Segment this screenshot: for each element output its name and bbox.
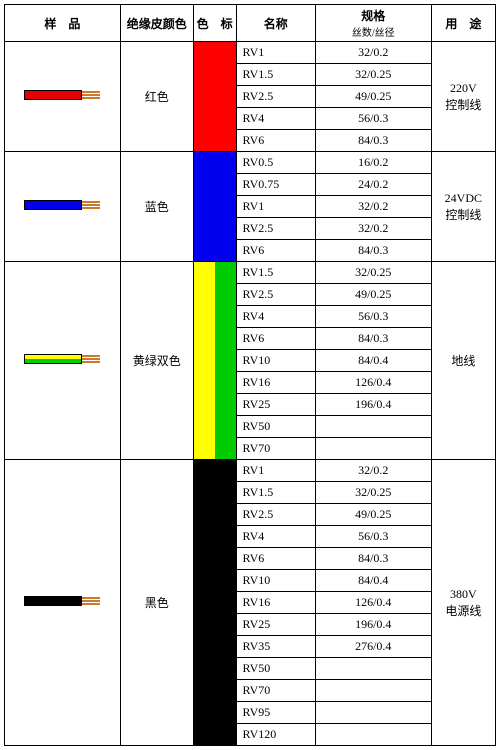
sample-cell [5, 262, 121, 460]
table-row: 黄绿双色RV1.532/0.25地线 [5, 262, 496, 284]
wire-spec: 84/0.3 [315, 548, 431, 570]
wire-spec [315, 680, 431, 702]
wire-spec [315, 658, 431, 680]
wire-name: RV2.5 [236, 284, 315, 306]
wire-spec: 49/0.25 [315, 504, 431, 526]
header-ins-color: 绝缘皮颜色 [120, 5, 193, 42]
wire-name: RV1.5 [236, 64, 315, 86]
wire-spec: 84/0.3 [315, 328, 431, 350]
sample-cell [5, 42, 121, 152]
header-sample: 样 品 [5, 5, 121, 42]
wire-spec: 32/0.2 [315, 460, 431, 482]
wire-spec: 84/0.4 [315, 350, 431, 372]
color-swatch [193, 460, 236, 746]
wire-spec [315, 724, 431, 746]
wire-name: RV6 [236, 130, 315, 152]
wire-name: RV70 [236, 438, 315, 460]
wire-spec [315, 438, 431, 460]
wire-name: RV2.5 [236, 504, 315, 526]
wire-name: RV4 [236, 526, 315, 548]
color-swatch [193, 262, 236, 460]
wire-spec: 276/0.4 [315, 636, 431, 658]
wire-spec: 56/0.3 [315, 306, 431, 328]
wire-name: RV6 [236, 240, 315, 262]
wire-name: RV4 [236, 108, 315, 130]
sample-cell [5, 460, 121, 746]
table-row: 黑色RV132/0.2380V电源线 [5, 460, 496, 482]
wire-name: RV1 [236, 196, 315, 218]
wire-spec: 56/0.3 [315, 108, 431, 130]
use-cell: 地线 [431, 262, 495, 460]
ins-color-name: 红色 [120, 42, 193, 152]
wire-name: RV2.5 [236, 86, 315, 108]
wire-spec: 49/0.25 [315, 86, 431, 108]
wire-spec: 32/0.25 [315, 262, 431, 284]
wire-name: RV120 [236, 724, 315, 746]
wire-spec: 84/0.3 [315, 240, 431, 262]
wire-spec: 49/0.25 [315, 284, 431, 306]
wire-spec: 32/0.25 [315, 64, 431, 86]
wire-name: RV1 [236, 42, 315, 64]
wire-spec: 126/0.4 [315, 372, 431, 394]
header-spec-sub: 丝数/丝径 [318, 24, 429, 39]
wire-name: RV95 [236, 702, 315, 724]
header-swatch: 色 标 [193, 5, 236, 42]
wire-spec: 196/0.4 [315, 394, 431, 416]
wire-spec: 32/0.2 [315, 218, 431, 240]
wire-spec [315, 702, 431, 724]
header-row: 样 品 绝缘皮颜色 色 标 名称 规格 丝数/丝径 用 途 [5, 5, 496, 42]
use-cell: 24VDC控制线 [431, 152, 495, 262]
wire-name: RV70 [236, 680, 315, 702]
wire-name: RV1.5 [236, 262, 315, 284]
sample-cell [5, 152, 121, 262]
wire-name: RV1.5 [236, 482, 315, 504]
wire-name: RV50 [236, 658, 315, 680]
table-row: 蓝色RV0.516/0.224VDC控制线 [5, 152, 496, 174]
wire-name: RV25 [236, 614, 315, 636]
color-swatch [193, 42, 236, 152]
wire-name: RV25 [236, 394, 315, 416]
wire-name: RV6 [236, 548, 315, 570]
ins-color-name: 黄绿双色 [120, 262, 193, 460]
wire-name: RV10 [236, 350, 315, 372]
wire-name: RV4 [236, 306, 315, 328]
wire-name: RV16 [236, 592, 315, 614]
wire-name: RV0.5 [236, 152, 315, 174]
wire-spec: 196/0.4 [315, 614, 431, 636]
wire-name: RV0.75 [236, 174, 315, 196]
wire-name: RV50 [236, 416, 315, 438]
wire-name: RV10 [236, 570, 315, 592]
wire-name: RV2.5 [236, 218, 315, 240]
wire-spec: 24/0.2 [315, 174, 431, 196]
wire-name: RV6 [236, 328, 315, 350]
header-spec: 规格 丝数/丝径 [315, 5, 431, 42]
wire-spec: 16/0.2 [315, 152, 431, 174]
use-cell: 380V电源线 [431, 460, 495, 746]
wire-name: RV1 [236, 460, 315, 482]
color-swatch [193, 152, 236, 262]
wire-spec: 126/0.4 [315, 592, 431, 614]
ins-color-name: 蓝色 [120, 152, 193, 262]
wire-sample [24, 354, 100, 364]
wire-spec: 84/0.3 [315, 130, 431, 152]
wire-spec [315, 416, 431, 438]
wire-spec: 84/0.4 [315, 570, 431, 592]
header-spec-main: 规格 [361, 9, 385, 23]
wire-sample [24, 596, 100, 606]
wire-spec: 32/0.2 [315, 42, 431, 64]
wire-sample [24, 200, 100, 210]
wire-spec: 32/0.25 [315, 482, 431, 504]
ins-color-name: 黑色 [120, 460, 193, 746]
header-name: 名称 [236, 5, 315, 42]
wire-name: RV35 [236, 636, 315, 658]
use-cell: 220V控制线 [431, 42, 495, 152]
table-row: 红色RV132/0.2220V控制线 [5, 42, 496, 64]
header-use: 用 途 [431, 5, 495, 42]
wire-spec: 32/0.2 [315, 196, 431, 218]
wire-spec: 56/0.3 [315, 526, 431, 548]
wire-sample [24, 90, 100, 100]
wire-name: RV16 [236, 372, 315, 394]
wire-spec-table: 样 品 绝缘皮颜色 色 标 名称 规格 丝数/丝径 用 途 红色RV132/0.… [4, 4, 496, 746]
